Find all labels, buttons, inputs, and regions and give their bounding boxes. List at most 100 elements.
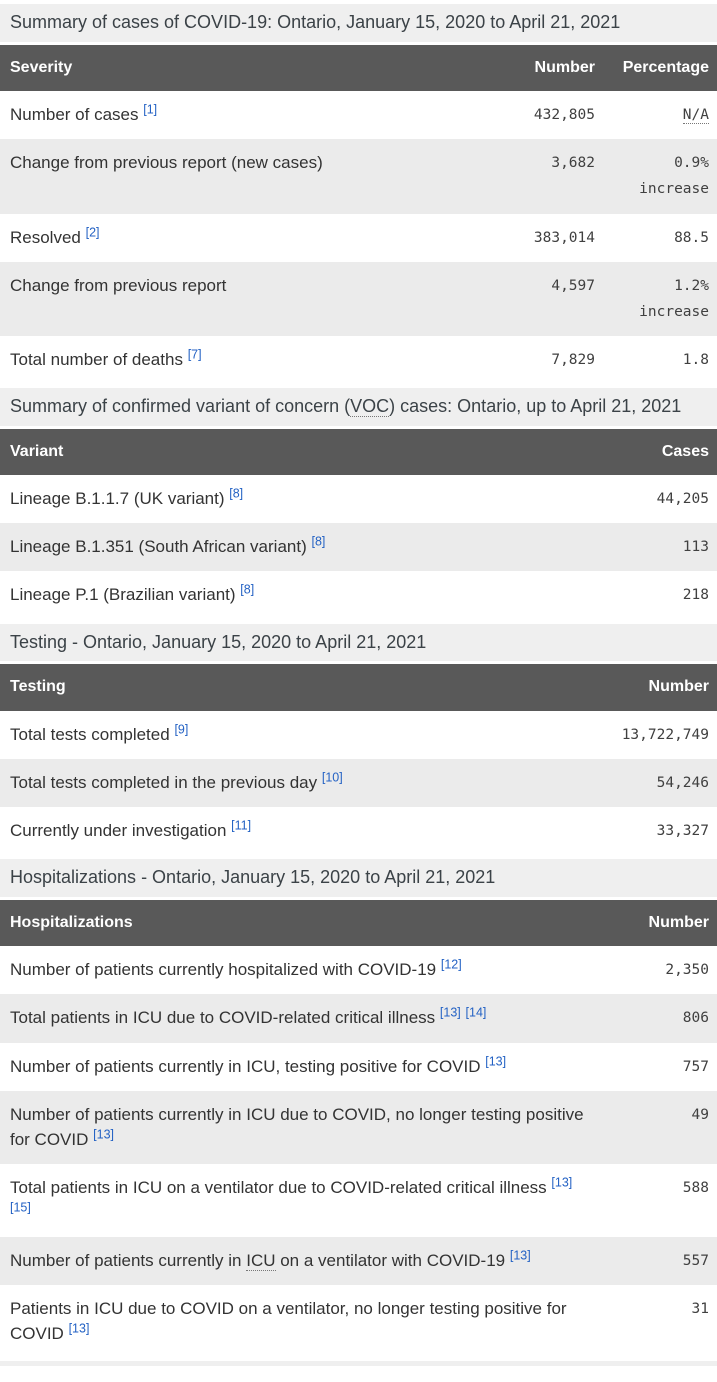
row-label: Total tests completed (10, 724, 170, 744)
column-header-testing: Testing (0, 664, 599, 711)
footnote-link[interactable]: [9] (174, 722, 189, 737)
row-label: Total number of deaths (10, 349, 183, 369)
footnote-link[interactable]: [8] (229, 486, 244, 501)
table-row: Change from previous report (new cases) … (0, 139, 717, 214)
footnote-link[interactable]: [12] (440, 957, 462, 972)
row-label: Total tests completed in the previous da… (10, 772, 318, 792)
footnote-link[interactable]: [1] (143, 102, 158, 117)
row-label: Number of patients currently in ICU, tes… (10, 1056, 481, 1076)
table-row: Total patients in ICU due to COVID-relat… (0, 994, 717, 1043)
cases-summary-table: Severity Number Percentage Number of cas… (0, 44, 717, 384)
percentage-cell: 88.5 (674, 229, 709, 246)
number-cell: 4,597 (551, 277, 595, 294)
row-label-cell: Number of patients currently hospitalize… (0, 946, 599, 994)
testing-section: Testing - Ontario, January 15, 2020 to A… (0, 623, 717, 856)
number-cell: 49 (691, 1106, 709, 1123)
number-cell: 13,722,749 (621, 726, 709, 743)
column-header-severity: Severity (0, 44, 499, 92)
number-cell: 33,327 (656, 822, 709, 839)
number-cell: 588 (682, 1179, 709, 1196)
table-row: Lineage P.1 (Brazilian variant) [8] 218 (0, 571, 717, 619)
footnote-link[interactable]: [13] (485, 1053, 507, 1068)
table-row: Number of cases [1] 432,805 N/A (0, 91, 717, 139)
testing-table: Testing Number Total tests completed [9]… (0, 664, 717, 855)
footnote-link[interactable]: [13] (93, 1127, 114, 1142)
number-cell: 432,805 (533, 107, 595, 124)
row-label-cell: Number of patients currently in ICU on a… (0, 1237, 599, 1285)
row-label-cell: Lineage B.1.351 (South African variant) … (0, 523, 599, 571)
row-label: Patients in ICU due to COVID on a ventil… (10, 1298, 567, 1344)
table-row: Number of patients currently hospitalize… (0, 946, 717, 994)
testing-section-title: Testing - Ontario, January 15, 2020 to A… (0, 623, 717, 662)
footnote-link[interactable]: [7] (187, 347, 202, 362)
column-header-number: Number (499, 44, 603, 92)
row-label: Number of cases (10, 105, 139, 125)
number-cell: 44,205 (656, 491, 709, 508)
footnote-link[interactable]: [15] (10, 1200, 31, 1215)
row-label: Number of patients currently hospitalize… (10, 960, 437, 980)
footnote-link[interactable]: [2] (85, 224, 100, 239)
table-row: Patients in ICU due to COVID on a ventil… (0, 1285, 717, 1358)
footnote-link[interactable]: [13] (68, 1321, 90, 1336)
cases-section-title: Summary of cases of COVID-19: Ontario, J… (0, 4, 717, 42)
table-header-row: Variant Cases (0, 428, 717, 476)
table-row: Number of patients currently in ICU on a… (0, 1236, 717, 1285)
row-label-cell: Total tests completed [9] (0, 711, 599, 759)
row-label-cell: Lineage P.1 (Brazilian variant) [8] (0, 571, 599, 619)
row-label: Lineage P.1 (Brazilian variant) (10, 585, 236, 605)
footnote-link[interactable]: [13] (439, 1005, 461, 1020)
number-cell: 54,246 (656, 774, 709, 791)
column-header-cases: Cases (599, 428, 717, 476)
hospitalizations-section: Hospitalizations - Ontario, January 15, … (0, 859, 717, 1358)
percentage-cell: 1.2% increase (639, 277, 709, 320)
column-header-variant: Variant (0, 428, 599, 476)
row-label-cell: Total tests completed in the previous da… (0, 759, 599, 807)
footnote-link[interactable]: [14] (465, 1005, 487, 1020)
na-abbr: N/A (682, 107, 709, 125)
footnote-link[interactable]: [8] (311, 534, 326, 549)
next-section-peek (0, 1360, 717, 1366)
row-label: Number of patients currently in ICU due … (10, 1104, 584, 1150)
table-row: Number of patients currently in ICU, tes… (0, 1043, 717, 1091)
voc-title-pre: Summary of confirmed variant of concern … (10, 395, 351, 416)
voc-title-post: ) cases: Ontario, up to April 21, 2021 (389, 395, 682, 416)
table-row: Resolved [2] 383,014 88.5 (0, 214, 717, 262)
column-header-hospitalizations: Hospitalizations (0, 899, 599, 947)
row-label: Change from previous report (new cases) (10, 153, 323, 173)
row-label-cell: Total patients in ICU due to COVID-relat… (0, 994, 599, 1042)
hospitalizations-table: Hospitalizations Number Number of patien… (0, 899, 717, 1358)
voc-table: Variant Cases Lineage B.1.1.7 (UK varian… (0, 428, 717, 620)
row-label-cell: Total patients in ICU on a ventilator du… (0, 1164, 599, 1237)
row-label: Currently under investigation (10, 820, 227, 840)
row-label: Lineage B.1.351 (South African variant) (10, 537, 307, 557)
voc-section-title: Summary of confirmed variant of concern … (0, 387, 717, 426)
footnote-link[interactable]: [13] (551, 1174, 573, 1189)
row-label-cell: Total number of deaths [7] (0, 336, 499, 384)
footnote-link[interactable]: [11] (231, 818, 252, 833)
footnote-link[interactable]: [13] (509, 1247, 531, 1262)
number-cell: 218 (682, 587, 709, 604)
row-label-cell: Change from previous report (new cases) (0, 139, 499, 213)
table-row: Currently under investigation [11] 33,32… (0, 807, 717, 855)
hospitalizations-section-title: Hospitalizations - Ontario, January 15, … (0, 859, 717, 897)
voc-summary-section: Summary of confirmed variant of concern … (0, 387, 717, 620)
number-cell: 2,350 (665, 962, 709, 979)
table-row: Number of patients currently in ICU due … (0, 1090, 717, 1164)
table-row: Change from previous report 4,597 1.2% i… (0, 261, 717, 336)
row-label-cell: Resolved [2] (0, 214, 499, 262)
footnote-link[interactable]: [10] (321, 770, 343, 785)
row-label: Resolved (10, 227, 81, 247)
icu-abbr: ICU (246, 1250, 276, 1271)
voc-abbr: VOC (350, 395, 390, 417)
percentage-cell: 1.8 (682, 351, 709, 368)
number-cell: 113 (682, 539, 709, 556)
number-cell: 31 (691, 1300, 709, 1317)
row-label-cell: Patients in ICU due to COVID on a ventil… (0, 1285, 599, 1358)
table-row: Lineage B.1.351 (South African variant) … (0, 523, 717, 572)
table-row: Total tests completed [9] 13,722,749 (0, 711, 717, 759)
footnote-link[interactable]: [8] (240, 582, 255, 597)
cases-summary-section: Summary of cases of COVID-19: Ontario, J… (0, 4, 717, 384)
number-cell: 383,014 (533, 229, 595, 246)
row-label-cell: Number of cases [1] (0, 91, 499, 139)
